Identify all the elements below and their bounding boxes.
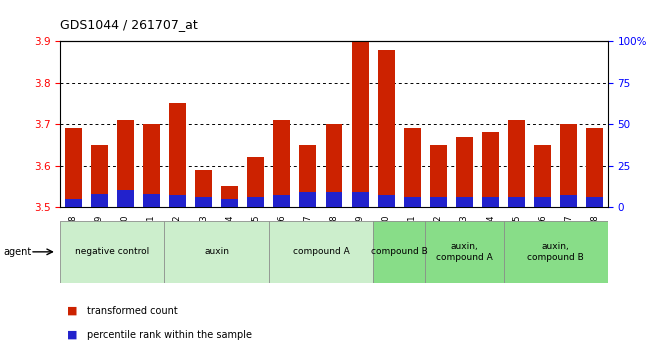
Bar xyxy=(482,197,499,207)
Bar xyxy=(221,199,238,207)
Text: ■: ■ xyxy=(67,330,77,339)
Bar xyxy=(430,197,447,207)
Bar xyxy=(351,192,369,207)
Text: agent: agent xyxy=(3,247,31,257)
Bar xyxy=(299,145,317,207)
Bar xyxy=(195,170,212,207)
Bar xyxy=(377,50,395,207)
Bar xyxy=(91,194,108,207)
Bar xyxy=(560,124,577,207)
Bar xyxy=(587,128,603,207)
Text: auxin,
compound B: auxin, compound B xyxy=(527,242,584,262)
Bar xyxy=(247,197,265,207)
Bar xyxy=(117,190,134,207)
Text: compound B: compound B xyxy=(371,247,428,256)
Bar xyxy=(91,145,108,207)
Bar xyxy=(508,120,525,207)
Text: negative control: negative control xyxy=(75,247,150,256)
Bar xyxy=(169,195,186,207)
Bar xyxy=(504,221,608,283)
Bar xyxy=(325,192,343,207)
Text: percentile rank within the sample: percentile rank within the sample xyxy=(87,330,252,339)
Bar xyxy=(560,195,577,207)
Bar xyxy=(221,186,238,207)
Bar xyxy=(456,197,473,207)
Bar xyxy=(143,194,160,207)
Bar xyxy=(508,197,525,207)
Bar xyxy=(269,221,373,283)
Text: compound A: compound A xyxy=(293,247,349,256)
Bar xyxy=(117,120,134,207)
Bar xyxy=(273,120,291,207)
Bar xyxy=(426,221,504,283)
Bar xyxy=(65,199,81,207)
Bar xyxy=(587,197,603,207)
Text: auxin: auxin xyxy=(204,247,229,256)
Bar xyxy=(143,124,160,207)
Text: auxin,
compound A: auxin, compound A xyxy=(436,242,493,262)
Bar xyxy=(195,197,212,207)
Bar xyxy=(403,128,421,207)
Bar xyxy=(430,145,447,207)
Text: transformed count: transformed count xyxy=(87,306,178,315)
Bar xyxy=(534,197,551,207)
Bar xyxy=(482,132,499,207)
Text: GDS1044 / 261707_at: GDS1044 / 261707_at xyxy=(60,18,198,31)
Bar xyxy=(456,137,473,207)
Bar xyxy=(325,124,343,207)
Bar xyxy=(164,221,269,283)
Bar xyxy=(169,104,186,207)
Bar xyxy=(351,41,369,207)
Bar xyxy=(403,197,421,207)
Bar xyxy=(273,195,291,207)
Bar xyxy=(299,192,317,207)
Bar xyxy=(60,221,164,283)
Bar xyxy=(247,157,265,207)
Text: ■: ■ xyxy=(67,306,77,315)
Bar xyxy=(65,128,81,207)
Bar xyxy=(373,221,426,283)
Bar xyxy=(534,145,551,207)
Bar xyxy=(377,195,395,207)
